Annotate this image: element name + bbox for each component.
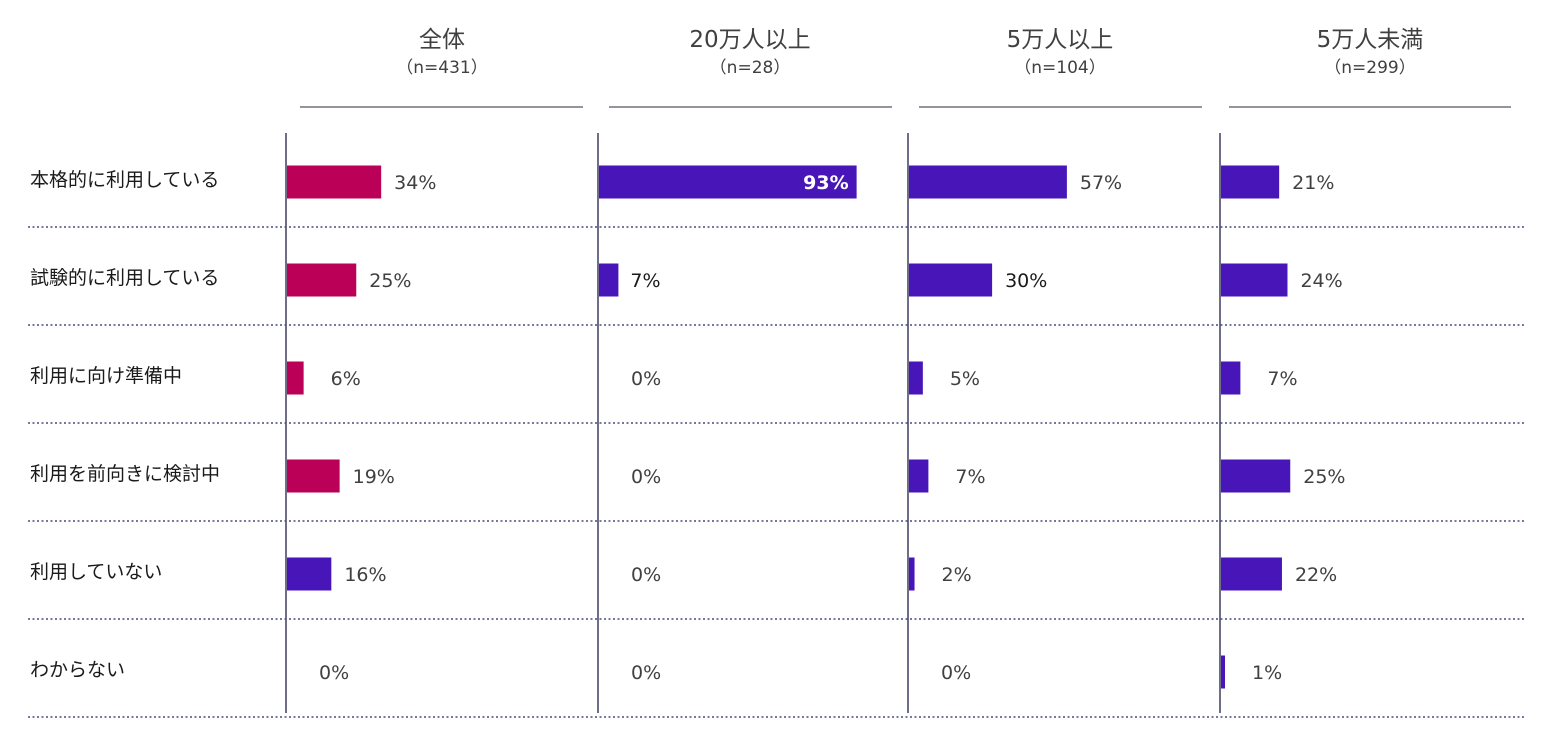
value-label: 5% <box>950 368 980 390</box>
bar <box>287 459 340 493</box>
bar <box>287 557 332 591</box>
panel-sample-size: （n=431） <box>396 58 487 78</box>
bar <box>1221 459 1291 493</box>
value-label: 7% <box>1267 368 1297 390</box>
value-label: 0% <box>631 466 661 488</box>
bar <box>1221 361 1241 395</box>
value-label: 0% <box>631 368 661 390</box>
bar <box>287 165 382 199</box>
panel-title: 5万人以上 <box>1007 27 1114 53</box>
bar <box>1221 557 1282 591</box>
value-label: 30% <box>1005 270 1047 292</box>
value-label: 16% <box>344 564 386 586</box>
value-label: 1% <box>1252 662 1282 684</box>
panel-sample-size: （n=28） <box>710 58 791 78</box>
value-label: 19% <box>353 466 395 488</box>
panel-sample-size: （n=299） <box>1324 58 1415 78</box>
row-label: 利用していない <box>30 561 162 583</box>
bar <box>909 263 993 297</box>
value-label: 0% <box>941 662 971 684</box>
value-label: 7% <box>630 270 660 292</box>
bar <box>599 263 619 297</box>
bar <box>287 263 357 297</box>
value-label: 0% <box>319 662 349 684</box>
panel-title: 5万人未満 <box>1317 27 1424 53</box>
value-label: 0% <box>631 564 661 586</box>
value-label: 0% <box>631 662 661 684</box>
bar <box>909 459 929 493</box>
value-label: 2% <box>942 564 972 586</box>
bar <box>909 165 1067 199</box>
value-label: 7% <box>955 466 985 488</box>
value-label: 22% <box>1295 564 1337 586</box>
value-label: 25% <box>1303 466 1345 488</box>
row-label: 利用に向け準備中 <box>30 365 182 387</box>
value-label: 34% <box>394 172 436 194</box>
row-label: わからない <box>30 659 125 681</box>
row-label: 利用を前向きに検討中 <box>30 463 220 485</box>
row-label: 試験的に利用している <box>30 267 219 289</box>
value-label: 6% <box>331 368 361 390</box>
panel-title: 20万人以上 <box>689 27 810 53</box>
bar <box>287 361 304 395</box>
bar <box>909 557 915 591</box>
bar <box>1221 165 1280 199</box>
bar <box>1221 655 1225 689</box>
value-label: 57% <box>1080 172 1122 194</box>
value-label: 25% <box>369 270 411 292</box>
value-label: 24% <box>1300 270 1342 292</box>
value-label: 21% <box>1292 172 1334 194</box>
value-label: 93% <box>803 172 848 194</box>
bar <box>1221 263 1288 297</box>
bar <box>909 361 923 395</box>
bar <box>599 165 857 199</box>
row-label: 本格的に利用している <box>30 169 219 191</box>
panel-sample-size: （n=104） <box>1014 58 1105 78</box>
panel-title: 全体 <box>419 27 465 53</box>
